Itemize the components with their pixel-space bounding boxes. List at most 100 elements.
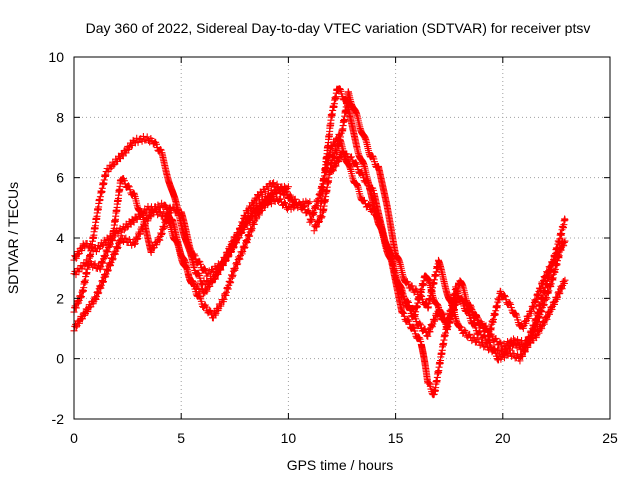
data-point-marker [500, 291, 508, 299]
data-point-marker [206, 306, 214, 314]
data-point-marker [254, 192, 262, 200]
data-point-marker [560, 242, 568, 250]
data-point-marker [238, 248, 246, 256]
data-point-marker [77, 294, 85, 302]
data-point-marker [548, 305, 556, 313]
data-point-marker [488, 332, 496, 340]
data-point-marker [431, 317, 439, 325]
data-point-marker [545, 309, 553, 317]
data-point-marker [122, 234, 130, 242]
data-point-marker [490, 346, 498, 354]
data-point-marker [512, 310, 520, 318]
data-point-marker [214, 270, 222, 278]
x-tick-label: 20 [495, 430, 511, 446]
data-point-marker [551, 300, 559, 308]
data-point-marker [332, 162, 340, 170]
data-point-marker [528, 307, 536, 315]
data-point-marker [476, 328, 484, 336]
data-point-marker [305, 199, 312, 207]
data-point-marker [500, 354, 508, 362]
data-point-marker [364, 179, 372, 187]
data-point-marker [462, 297, 470, 305]
data-point-marker [317, 214, 325, 222]
data-point-marker [219, 261, 227, 269]
data-point-marker [211, 311, 219, 319]
data-point-marker [131, 239, 139, 247]
data-point-marker [147, 248, 155, 256]
data-point-marker [149, 209, 157, 217]
data-point-marker [543, 315, 551, 323]
data-point-marker [516, 357, 524, 365]
data-point-marker [510, 335, 518, 343]
data-point-marker [561, 216, 569, 224]
data-point-marker [121, 235, 129, 243]
data-point-marker [235, 234, 243, 242]
data-point-marker [243, 221, 251, 229]
y-axis-label: SDTVAR / TECUs [5, 182, 21, 294]
data-point-marker [255, 211, 263, 219]
data-point-marker [232, 239, 240, 247]
data-point-marker [541, 275, 549, 283]
data-point-marker [461, 326, 469, 334]
data-point-marker [202, 286, 210, 294]
data-point-marker [400, 292, 408, 300]
data-point-marker [335, 158, 343, 166]
data-point-marker [169, 203, 177, 211]
x-tick-label: 5 [177, 430, 185, 446]
data-point-marker [467, 301, 475, 309]
data-point-marker [556, 289, 564, 297]
data-point-marker [241, 243, 249, 251]
data-point-marker [399, 308, 407, 316]
data-point-marker [409, 323, 417, 331]
data-point-marker [74, 298, 82, 306]
x-axis-label: GPS time / hours [287, 457, 394, 473]
data-point-marker [497, 288, 505, 296]
y-tick-label: 6 [56, 170, 64, 186]
y-tick-label: 4 [56, 230, 64, 246]
data-point-marker [545, 310, 553, 318]
data-point-marker [328, 145, 336, 153]
data-point-marker [561, 237, 569, 245]
data-point-marker [404, 316, 412, 324]
data-point-marker [550, 299, 558, 307]
data-point-marker [211, 275, 219, 283]
data-point-marker [454, 292, 462, 300]
data-point-marker [153, 241, 161, 249]
data-point-marker [348, 153, 356, 161]
data-point-marker [300, 203, 308, 211]
data-point-marker [75, 319, 83, 327]
x-tick-label: 25 [602, 430, 618, 446]
data-point-marker [281, 200, 289, 208]
data-point-marker [75, 268, 83, 276]
data-point-marker [253, 203, 261, 211]
data-point-marker [242, 219, 250, 227]
data-point-marker [505, 341, 513, 349]
data-point-marker [245, 216, 253, 224]
data-point-marker [352, 159, 360, 167]
data-point-marker [560, 238, 568, 246]
data-point-marker [237, 230, 245, 238]
data-point-marker [535, 329, 543, 337]
data-point-marker [360, 196, 368, 204]
data-point-marker [400, 312, 408, 320]
data-point-marker [417, 321, 425, 329]
data-point-marker [295, 199, 303, 207]
data-point-marker [306, 198, 314, 206]
x-tick-label: 15 [388, 430, 404, 446]
data-point-marker [546, 263, 554, 271]
data-point-marker [482, 322, 490, 330]
data-point-marker [470, 334, 478, 342]
data-point-marker [554, 293, 562, 301]
data-point-marker [296, 200, 304, 208]
data-point-marker [425, 379, 433, 387]
data-point-marker [77, 293, 85, 301]
data-point-marker [496, 338, 504, 346]
data-point-marker [405, 317, 413, 325]
data-point-marker [240, 244, 248, 252]
data-point-marker [147, 213, 155, 221]
data-point-marker [547, 304, 555, 312]
data-point-marker [423, 332, 431, 340]
data-point-marker [472, 311, 480, 319]
data-point-marker [501, 293, 509, 301]
